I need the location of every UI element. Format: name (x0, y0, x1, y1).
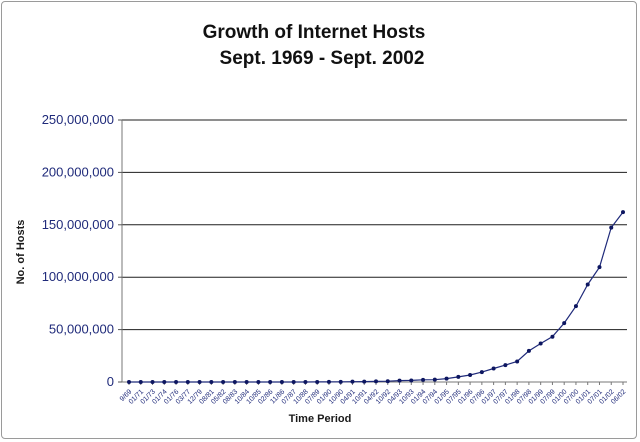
data-point (550, 334, 555, 339)
y-axis-ticks: 0 50,000,000 100,000,000 150,000,000 200,000… (42, 112, 122, 389)
data-point (409, 378, 414, 383)
data-point (279, 379, 284, 384)
y-tick-label: 100,000,000 (42, 269, 114, 284)
data-point (256, 379, 261, 384)
series-line (129, 211, 624, 383)
data-point (268, 379, 273, 384)
data-point (609, 225, 614, 230)
y-tick-label: 200,000,000 (42, 164, 114, 179)
data-point (385, 379, 390, 384)
y-tick-label: 150,000,000 (42, 217, 114, 232)
data-point (338, 379, 343, 384)
data-point (397, 378, 402, 383)
data-point (362, 379, 367, 384)
data-point (515, 359, 520, 364)
y-tick-label: 50,000,000 (49, 322, 114, 337)
data-point (479, 370, 484, 375)
y-axis-title: No. of Hosts (15, 220, 27, 285)
data-point (303, 379, 308, 384)
data-point (468, 373, 473, 378)
data-point (315, 379, 320, 384)
data-point (538, 341, 543, 346)
data-point (444, 376, 449, 381)
data-point (291, 379, 296, 384)
data-point (374, 379, 378, 384)
chart-title: Growth of Internet Hosts (203, 22, 426, 43)
series-hosts (127, 210, 625, 384)
x-axis-ticks: 9/6901/7101/7301/7401/7603/7712/7908/810… (119, 382, 627, 406)
data-point (585, 282, 590, 287)
data-point (209, 379, 214, 384)
data-point (491, 366, 496, 371)
data-point (127, 380, 131, 384)
data-point (138, 379, 143, 384)
data-point (421, 377, 426, 382)
data-point (432, 377, 437, 382)
data-point (232, 379, 237, 384)
data-point (185, 379, 190, 384)
data-point (150, 379, 155, 384)
gridlines (122, 119, 627, 331)
data-point (174, 379, 179, 384)
axes (121, 120, 627, 383)
data-point (526, 348, 531, 353)
y-tick-label: 250,000,000 (42, 112, 114, 127)
data-point (197, 379, 202, 384)
data-point (621, 210, 625, 215)
data-point (162, 379, 167, 384)
data-point (221, 379, 226, 384)
data-point (326, 379, 331, 384)
y-tick-label: 0 (107, 374, 114, 389)
x-axis-title: Time Period (289, 413, 352, 425)
chart-subtitle: Sept. 1969 - Sept. 2002 (220, 48, 425, 69)
data-point (503, 363, 508, 368)
data-point (456, 374, 461, 379)
data-point (350, 379, 355, 384)
data-point (597, 265, 602, 270)
data-point (573, 304, 578, 309)
data-point (562, 321, 567, 326)
data-point (244, 379, 249, 384)
